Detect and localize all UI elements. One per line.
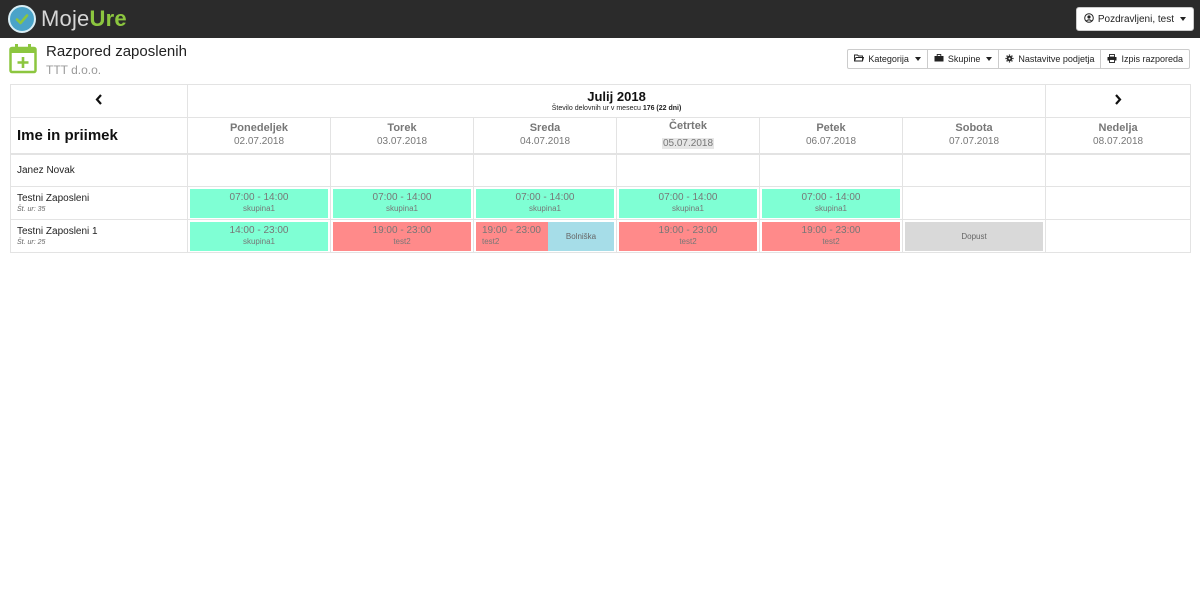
- chevron-left-icon: [95, 92, 103, 109]
- day-header-sunday: Nedelja 08.07.2018: [1045, 117, 1192, 155]
- day-header-saturday: Sobota 07.07.2018: [901, 117, 1047, 155]
- calendar-add-icon: [9, 43, 37, 79]
- schedule-cell[interactable]: [187, 153, 331, 187]
- schedule-cell[interactable]: [1045, 219, 1192, 253]
- table-row: Janez Novak: [10, 153, 1192, 187]
- employee-name-cell: Testni Zaposleni 1 Št. ur: 25: [10, 219, 188, 253]
- shift-block[interactable]: 07:00 - 14:00 skupina1: [762, 188, 900, 218]
- shift-block[interactable]: 14:00 - 23:00 skupina1: [190, 221, 328, 251]
- toolbar: Kategorija Skupine Nastavitve podjetja I…: [847, 49, 1190, 69]
- print-label: Izpis razporeda: [1121, 54, 1183, 64]
- schedule-cell[interactable]: [330, 153, 474, 187]
- settings-label: Nastavitve podjetja: [1018, 54, 1095, 64]
- month-header: Julij 2018 Število delovnih ur v mesecu …: [186, 84, 1047, 118]
- schedule-cell[interactable]: [473, 153, 617, 187]
- schedule-cell: 07:00 - 14:00 skupina1: [473, 186, 617, 220]
- today-date-highlight: 05.07.2018: [661, 138, 715, 150]
- schedule-cell: 07:00 - 14:00 skupina1: [616, 186, 760, 220]
- day-header-monday: Ponedeljek 02.07.2018: [187, 117, 331, 155]
- page-header: Razpored zaposlenih TTT d.o.o. Kategorij…: [0, 38, 1200, 82]
- day-header-thursday: Četrtek 05.07.2018: [616, 117, 760, 155]
- shift-block[interactable]: 07:00 - 14:00 skupina1: [190, 188, 328, 218]
- chevron-right-icon: [1114, 92, 1122, 109]
- schedule-cell[interactable]: [901, 186, 1047, 220]
- schedule-cell: 19:00 - 23:00 test2: [330, 219, 474, 253]
- schedule-cell[interactable]: [1045, 153, 1192, 187]
- schedule-cell: 19:00 - 23:00 test2: [616, 219, 760, 253]
- chevron-down-icon: [914, 57, 921, 61]
- groups-dropdown-button[interactable]: Skupine: [926, 49, 1000, 69]
- schedule-cell: 19:00 - 23:00 test2: [759, 219, 903, 253]
- groups-label: Skupine: [947, 54, 981, 64]
- shift-block[interactable]: 19:00 - 23:00 test2: [762, 221, 900, 251]
- schedule-cell[interactable]: [616, 153, 760, 187]
- prev-month-button[interactable]: [10, 84, 188, 118]
- next-month-button[interactable]: [1045, 84, 1192, 118]
- day-header-wednesday: Sreda 04.07.2018: [473, 117, 617, 155]
- schedule-cell[interactable]: [901, 153, 1047, 187]
- month-title: Julij 2018: [587, 88, 646, 104]
- print-schedule-button[interactable]: Izpis razporeda: [1100, 49, 1190, 69]
- schedule-cell: 19:00 - 23:00 test2 Bolniška: [473, 219, 617, 253]
- check-logo-icon: [8, 5, 36, 33]
- brand-name: MojeUre: [41, 6, 127, 31]
- schedule-table: Julij 2018 Število delovnih ur v mesecu …: [10, 84, 1192, 253]
- shift-block[interactable]: 19:00 - 23:00 test2: [476, 221, 548, 251]
- schedule-cell: 07:00 - 14:00 skupina1: [759, 186, 903, 220]
- shift-block[interactable]: 07:00 - 14:00 skupina1: [476, 188, 614, 218]
- name-column-header: Ime in priimek: [10, 117, 188, 155]
- shift-block[interactable]: 19:00 - 23:00 test2: [333, 221, 471, 251]
- schedule-cell: 14:00 - 23:00 skupina1: [187, 219, 331, 253]
- shift-block[interactable]: 19:00 - 23:00 test2: [619, 221, 757, 251]
- page-title: Razpored zaposlenih: [46, 43, 187, 60]
- shift-block[interactable]: 07:00 - 14:00 skupina1: [619, 188, 757, 218]
- day-header-tuesday: Torek 03.07.2018: [330, 117, 474, 155]
- categories-dropdown-button[interactable]: Kategorija: [847, 49, 928, 69]
- company-name: TTT d.o.o.: [46, 63, 102, 77]
- table-row: Testni Zaposleni 1 Št. ur: 25 14:00 - 23:…: [10, 219, 1192, 253]
- shift-block[interactable]: 07:00 - 14:00 skupina1: [333, 188, 471, 218]
- chevron-down-icon: [1180, 17, 1186, 21]
- printer-icon: [1107, 53, 1117, 65]
- top-navbar: MojeUre Pozdravljeni, test: [0, 0, 1200, 38]
- day-header-friday: Petek 06.07.2018: [759, 117, 903, 155]
- schedule-cell: Dopust: [901, 219, 1047, 253]
- briefcase-icon: [934, 54, 944, 64]
- brand-logo-link[interactable]: MojeUre: [8, 5, 127, 33]
- sick-leave-block[interactable]: Bolniška: [548, 221, 614, 251]
- schedule-cell[interactable]: [759, 153, 903, 187]
- user-circle-icon: [1084, 12, 1094, 26]
- schedule-cell: 07:00 - 14:00 skupina1: [330, 186, 474, 220]
- gear-icon: [1005, 53, 1014, 65]
- working-hours-summary: Število delovnih ur v mesecu 176 (22 dni…: [551, 104, 682, 112]
- employee-name-cell: Janez Novak: [10, 153, 188, 187]
- schedule-cell[interactable]: [1045, 186, 1192, 220]
- schedule-cell: 07:00 - 14:00 skupina1: [187, 186, 331, 220]
- chevron-down-icon: [986, 57, 993, 61]
- categories-label: Kategorija: [868, 54, 909, 64]
- company-settings-button[interactable]: Nastavitve podjetja: [998, 49, 1102, 69]
- vacation-block[interactable]: Dopust: [905, 221, 1044, 251]
- folder-open-icon: [854, 54, 865, 64]
- user-menu-label: Pozdravljeni, test: [1097, 13, 1174, 25]
- employee-name-cell: Testni Zaposleni Št. ur: 35: [10, 186, 188, 220]
- user-menu-button[interactable]: Pozdravljeni, test: [1075, 7, 1194, 31]
- table-row: Testni Zaposleni Št. ur: 35 07:00 - 14:00…: [10, 186, 1192, 220]
